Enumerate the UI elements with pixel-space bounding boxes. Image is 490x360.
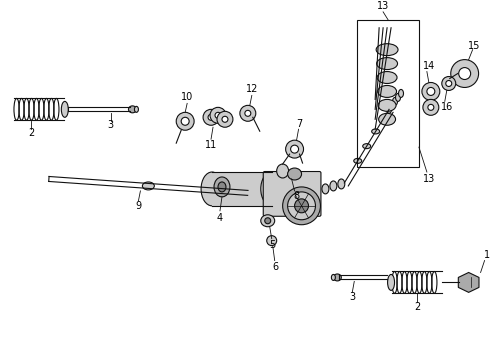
Ellipse shape [283,187,320,225]
Text: 1: 1 [484,249,490,260]
Ellipse shape [286,140,303,158]
Text: 7: 7 [296,119,303,129]
Text: 8: 8 [294,191,300,201]
Ellipse shape [422,82,440,100]
Ellipse shape [214,177,230,197]
Ellipse shape [288,192,316,220]
Ellipse shape [331,274,335,280]
Ellipse shape [388,274,394,291]
Text: 12: 12 [245,85,258,94]
FancyBboxPatch shape [263,171,321,216]
Ellipse shape [261,172,283,206]
Ellipse shape [442,77,456,90]
Ellipse shape [459,68,470,80]
Ellipse shape [379,113,395,125]
Ellipse shape [217,111,233,127]
Text: 13: 13 [377,1,389,11]
Ellipse shape [354,158,362,163]
Ellipse shape [427,87,435,95]
Text: 9: 9 [135,201,142,211]
Ellipse shape [372,129,380,134]
Bar [212,172,272,206]
Ellipse shape [222,116,228,122]
Ellipse shape [61,102,68,117]
Ellipse shape [446,81,452,86]
Ellipse shape [245,110,251,116]
Ellipse shape [143,182,154,190]
Text: 14: 14 [423,60,435,71]
Ellipse shape [240,105,256,121]
Ellipse shape [245,190,255,198]
Ellipse shape [338,179,345,189]
Ellipse shape [210,107,226,123]
Text: 2: 2 [414,302,420,312]
Ellipse shape [392,98,397,105]
Text: 3: 3 [349,292,355,302]
Ellipse shape [333,274,342,281]
Ellipse shape [378,85,396,98]
Ellipse shape [423,99,439,115]
Ellipse shape [398,89,403,98]
Ellipse shape [377,72,397,84]
Ellipse shape [378,99,396,111]
Text: 5: 5 [270,240,276,249]
Text: 11: 11 [205,140,217,150]
Ellipse shape [128,106,136,113]
Ellipse shape [134,106,138,112]
Text: 4: 4 [217,213,223,223]
Ellipse shape [363,144,370,149]
Ellipse shape [261,215,275,227]
Text: 3: 3 [107,120,114,130]
Ellipse shape [322,184,329,194]
Bar [357,20,419,167]
Polygon shape [458,273,479,292]
Ellipse shape [387,105,392,113]
Ellipse shape [208,114,214,120]
Text: 15: 15 [468,41,481,51]
Text: 6: 6 [272,261,279,271]
Ellipse shape [203,109,219,125]
Ellipse shape [215,112,221,118]
Ellipse shape [330,181,337,191]
Ellipse shape [376,44,398,56]
Ellipse shape [451,60,479,87]
Ellipse shape [218,182,226,192]
Text: 2: 2 [28,128,34,138]
Ellipse shape [395,94,400,102]
Ellipse shape [288,168,301,180]
Ellipse shape [265,218,270,224]
Ellipse shape [428,104,434,110]
Ellipse shape [390,102,394,109]
Ellipse shape [267,236,277,246]
Ellipse shape [201,172,223,206]
Ellipse shape [181,117,189,125]
Text: 13: 13 [423,174,435,184]
Text: 10: 10 [181,93,193,102]
Ellipse shape [277,164,289,178]
Ellipse shape [294,199,309,213]
Ellipse shape [176,112,194,130]
Ellipse shape [291,145,298,153]
Text: 16: 16 [441,102,453,112]
Ellipse shape [377,58,397,69]
